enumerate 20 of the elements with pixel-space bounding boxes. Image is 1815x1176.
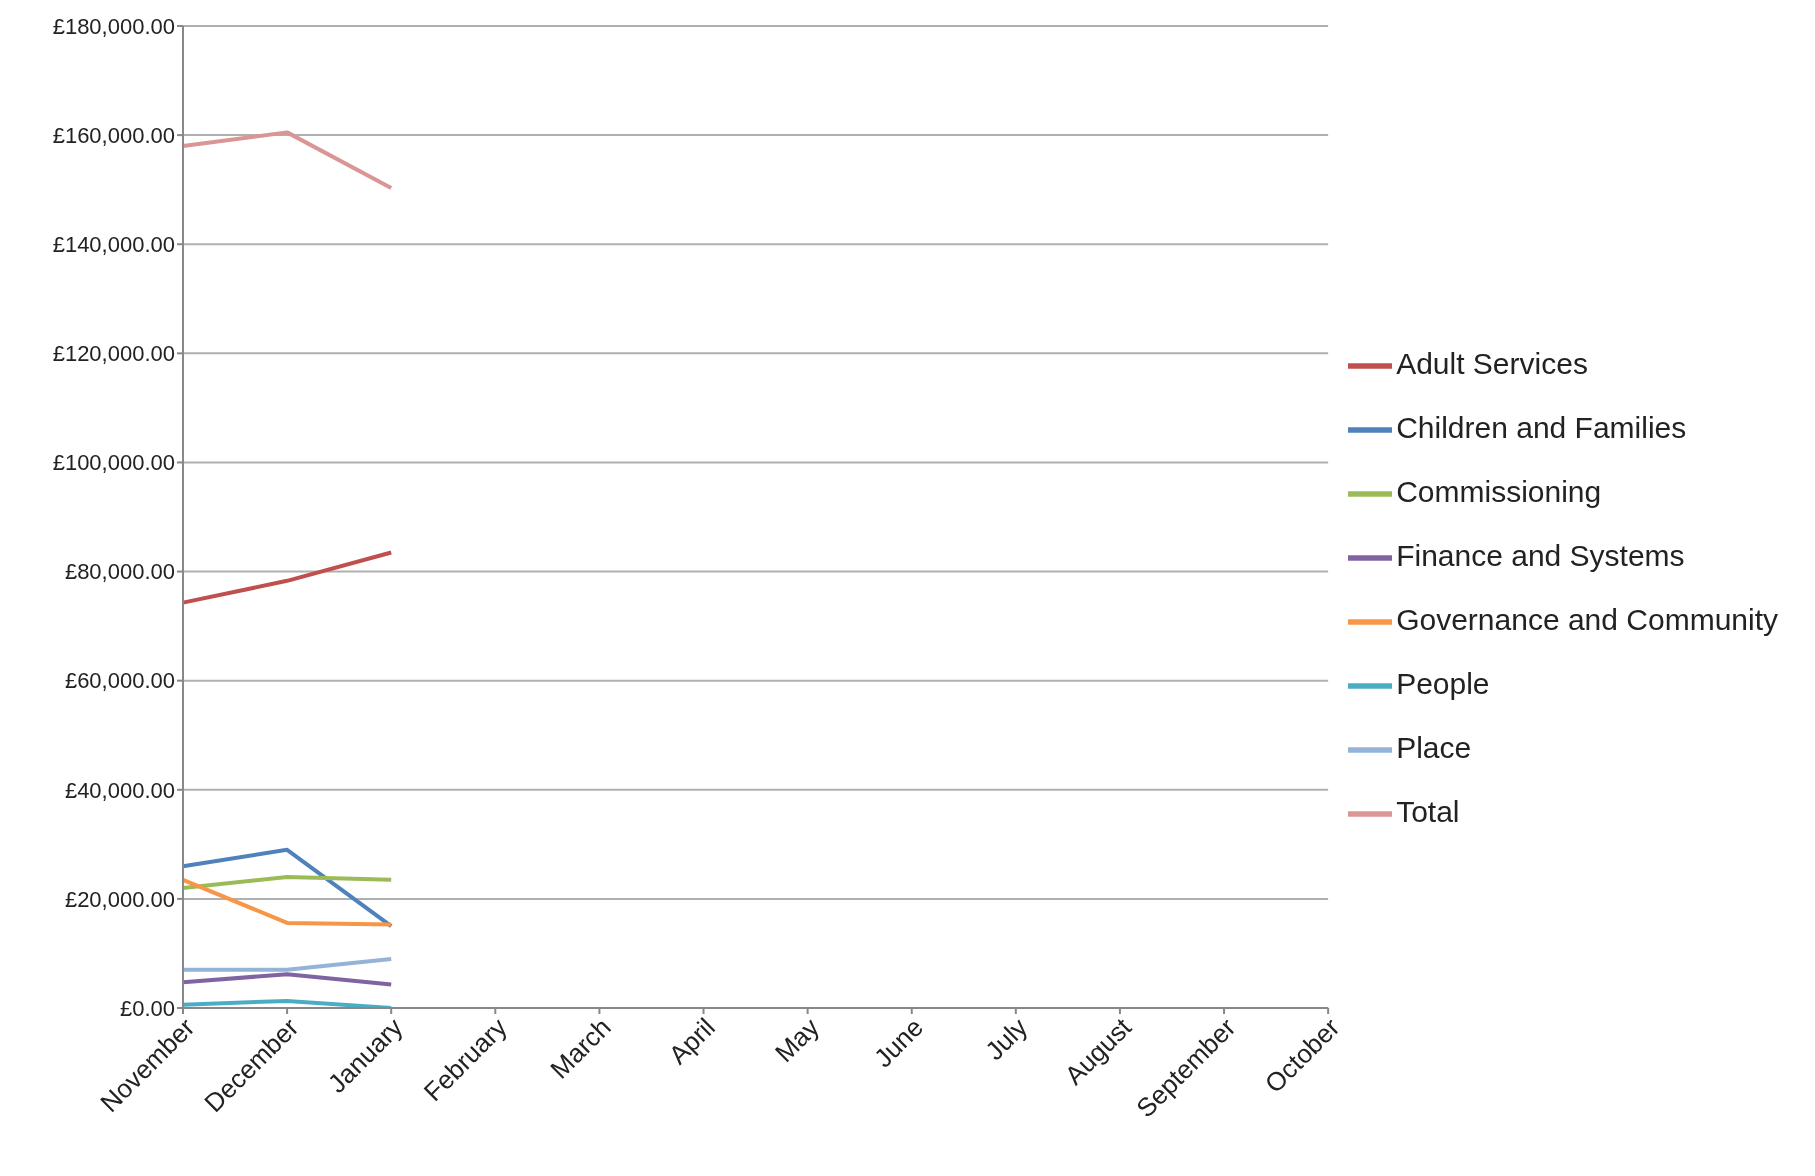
- x-tick-label: July: [979, 1012, 1034, 1066]
- legend-label: Children and Families: [1396, 411, 1687, 444]
- legend-label: Total: [1396, 795, 1460, 828]
- y-tick-label: £80,000.00: [64, 559, 175, 585]
- y-tick-label: £40,000.00: [64, 777, 175, 803]
- legend-label: Adult Services: [1396, 347, 1588, 380]
- y-tick-label: £120,000.00: [52, 341, 175, 367]
- y-tick-label: £0.00: [119, 995, 175, 1021]
- y-tick-label: £100,000.00: [52, 450, 175, 476]
- y-tick-label: £60,000.00: [64, 668, 175, 694]
- y-tick-label: £140,000.00: [52, 232, 175, 258]
- x-tick-label: May: [768, 1012, 825, 1069]
- y-tick-label: £160,000.00: [52, 122, 175, 148]
- legend-label: Governance and Community: [1396, 603, 1778, 636]
- legend-label: People: [1396, 667, 1490, 700]
- legend-label: Finance and Systems: [1396, 539, 1685, 572]
- legend-label: Place: [1396, 731, 1472, 764]
- y-tick-label: £20,000.00: [64, 886, 175, 912]
- legend-label: Commissioning: [1396, 475, 1602, 508]
- y-tick-label: £180,000.00: [52, 13, 175, 39]
